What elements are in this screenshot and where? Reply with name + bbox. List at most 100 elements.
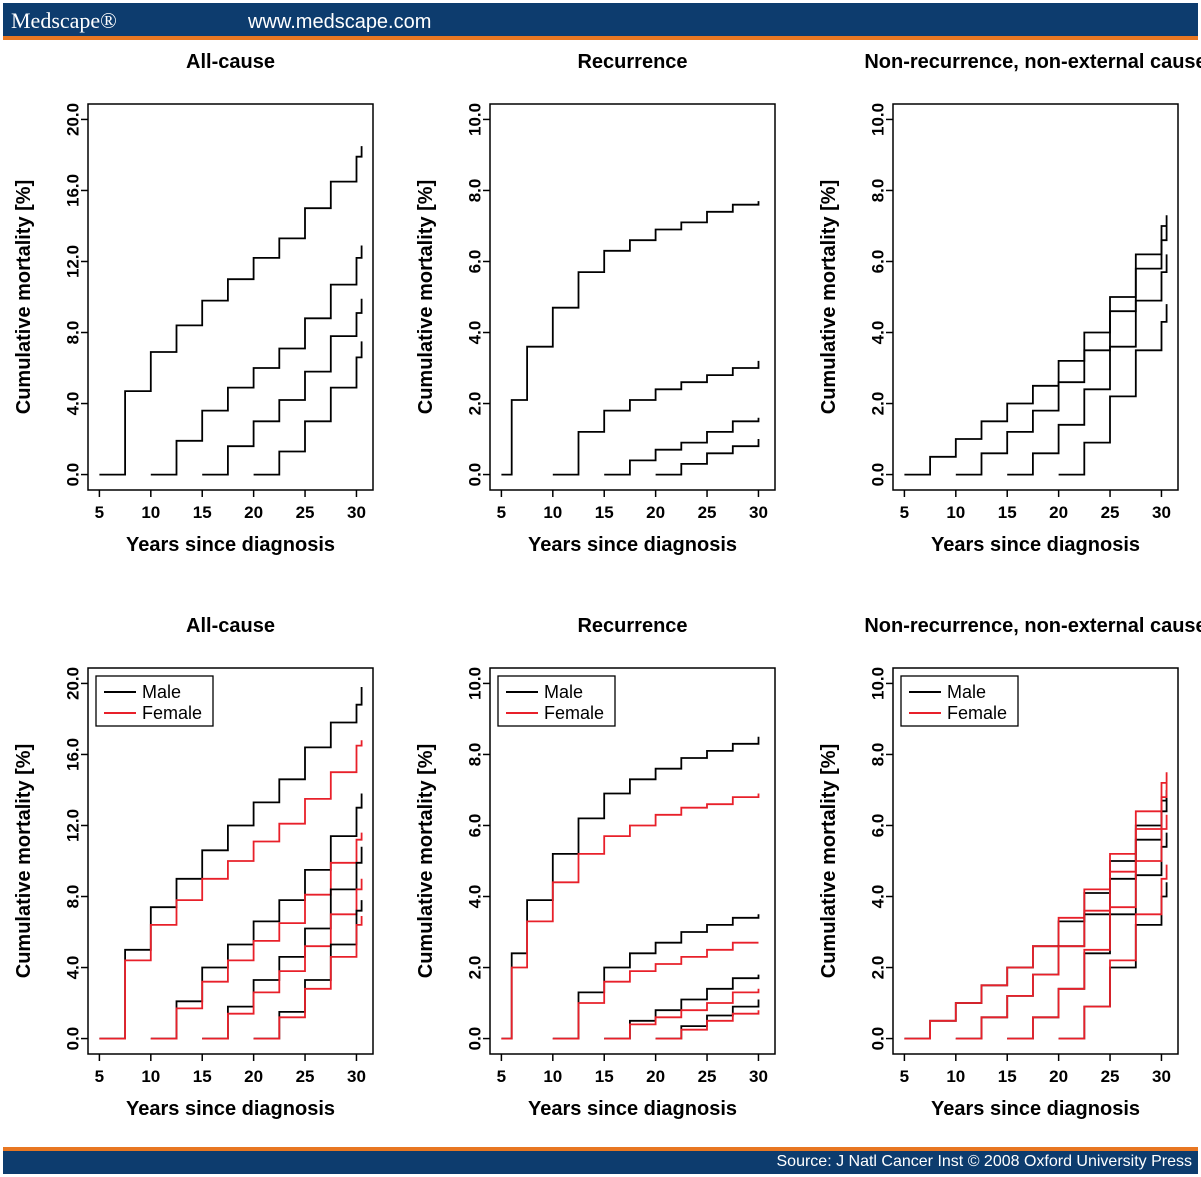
plot-frame: [892, 667, 1179, 1055]
x-tick-label: 30: [749, 503, 768, 522]
plot-frame: [892, 103, 1179, 491]
x-axis-label: Years since diagnosis: [528, 534, 737, 556]
legend-box: [900, 675, 1019, 727]
male-series-line: [202, 846, 363, 1040]
series-line: [99, 146, 363, 476]
female-series-line: [202, 878, 363, 1040]
y-tick-label: 12.0: [63, 245, 82, 278]
x-tick-label: 15: [998, 503, 1017, 522]
plot-frame: [87, 103, 374, 491]
header-bar: Medscape® www.medscape.com: [3, 3, 1198, 40]
x-tick-label: 25: [1101, 1067, 1120, 1086]
female-series-line: [904, 772, 1168, 1040]
male-series-line: [1007, 832, 1168, 1040]
y-tick-label: 16.0: [63, 738, 82, 771]
x-tick-label: 5: [497, 503, 506, 522]
x-axis-label: Years since diagnosis: [931, 1098, 1140, 1120]
plot-frame: [489, 667, 776, 1055]
y-tick-label: 0.0: [63, 463, 82, 487]
series-line: [202, 298, 363, 476]
chart-title: Non-recurrence, non-external cause: [864, 615, 1201, 637]
y-tick-label: 8.0: [868, 743, 887, 767]
series-line: [552, 360, 760, 476]
male-series-line: [604, 974, 760, 1040]
source-credit: Source: J Natl Cancer Inst © 2008 Oxford…: [776, 1153, 1193, 1170]
female-series-line: [604, 988, 760, 1040]
y-tick-label: 6.0: [465, 250, 484, 274]
y-axis-label: Cumulative mortality [%]: [818, 180, 840, 414]
x-tick-label: 30: [347, 1067, 366, 1086]
x-tick-label: 5: [497, 1067, 506, 1086]
x-tick-label: 20: [1049, 503, 1068, 522]
plot-frame: [489, 103, 776, 491]
x-tick-label: 20: [244, 1067, 263, 1086]
x-tick-label: 10: [543, 1067, 562, 1086]
male-series-line: [99, 687, 363, 1040]
x-axis-label: Years since diagnosis: [126, 534, 335, 556]
female-series-line: [253, 916, 363, 1040]
female-series-line: [655, 1010, 760, 1040]
x-tick-label: 10: [141, 1067, 160, 1086]
medscape-logo: Medscape®: [11, 8, 117, 33]
site-url[interactable]: www.medscape.com: [248, 11, 432, 33]
female-series-line: [99, 740, 363, 1040]
chart-title: Non-recurrence, non-external cause: [864, 51, 1201, 73]
y-tick-label: 10.0: [868, 103, 887, 136]
y-tick-label: 4.0: [465, 321, 484, 345]
footer-bar: Source: J Natl Cancer Inst © 2008 Oxford…: [3, 1147, 1198, 1174]
x-tick-label: 15: [998, 1067, 1017, 1086]
x-tick-label: 5: [900, 1067, 909, 1086]
y-tick-label: 2.0: [868, 956, 887, 980]
chart-title: All-cause: [186, 615, 275, 637]
chart-title: All-cause: [186, 51, 275, 73]
x-tick-label: 30: [347, 503, 366, 522]
legend-label: Male: [142, 682, 181, 702]
legend-box: [497, 675, 616, 727]
x-tick-label: 20: [646, 503, 665, 522]
y-axis-label: Cumulative mortality [%]: [818, 744, 840, 978]
series-line: [955, 226, 1168, 476]
x-tick-label: 10: [543, 503, 562, 522]
y-axis-label: Cumulative mortality [%]: [415, 180, 437, 414]
x-tick-label: 25: [698, 503, 717, 522]
series-line: [1007, 254, 1168, 476]
y-tick-label: 8.0: [63, 885, 82, 909]
x-axis-label: Years since diagnosis: [126, 1098, 335, 1120]
legend-label: Female: [142, 703, 202, 723]
x-tick-label: 10: [946, 503, 965, 522]
series-line: [501, 201, 760, 476]
y-tick-label: 20.0: [63, 667, 82, 700]
y-tick-label: 20.0: [63, 103, 82, 136]
y-tick-label: 0.0: [63, 1027, 82, 1051]
y-tick-label: 0.0: [868, 1027, 887, 1051]
y-tick-label: 16.0: [63, 174, 82, 207]
y-tick-label: 12.0: [63, 809, 82, 842]
y-tick-label: 2.0: [868, 392, 887, 416]
series-line: [604, 417, 760, 476]
legend-label: Female: [544, 703, 604, 723]
y-tick-label: 6.0: [465, 814, 484, 838]
y-tick-label: 4.0: [868, 885, 887, 909]
x-tick-label: 15: [595, 503, 614, 522]
x-tick-label: 15: [193, 503, 212, 522]
legend-label: Male: [544, 682, 583, 702]
y-tick-label: 6.0: [868, 814, 887, 838]
y-tick-label: 0.0: [465, 463, 484, 487]
y-tick-label: 8.0: [63, 321, 82, 345]
y-axis-label: Cumulative mortality [%]: [13, 744, 35, 978]
x-tick-label: 5: [900, 503, 909, 522]
x-axis-label: Years since diagnosis: [931, 534, 1140, 556]
y-tick-label: 2.0: [465, 956, 484, 980]
legend-label: Female: [947, 703, 1007, 723]
y-tick-label: 10.0: [465, 667, 484, 700]
chart-title: Recurrence: [577, 615, 687, 637]
y-tick-label: 4.0: [63, 956, 82, 980]
x-tick-label: 5: [95, 503, 104, 522]
y-tick-label: 4.0: [868, 321, 887, 345]
series-line: [1058, 304, 1168, 476]
y-tick-label: 0.0: [868, 463, 887, 487]
x-tick-label: 20: [244, 503, 263, 522]
x-tick-label: 30: [1152, 503, 1171, 522]
x-tick-label: 25: [296, 1067, 315, 1086]
